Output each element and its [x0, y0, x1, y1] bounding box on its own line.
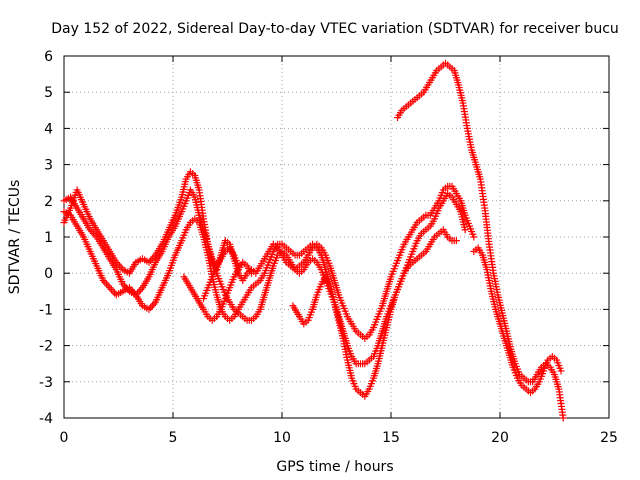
- data-points: [60, 59, 567, 422]
- y-tick-label: 4: [44, 121, 53, 137]
- y-tick-label: 3: [44, 158, 53, 174]
- axis-ticks: [63, 55, 610, 419]
- x-tick-label: 25: [600, 430, 618, 446]
- data-point-track-d: [247, 269, 255, 277]
- y-tick-label: 0: [44, 266, 53, 282]
- y-axis-label: SDTVAR / TECUs: [7, 180, 23, 295]
- x-tick-label: 10: [273, 430, 291, 446]
- data-point-track-c: [461, 226, 469, 234]
- x-tick-label: 15: [382, 430, 400, 446]
- y-tick-label: -3: [39, 375, 53, 391]
- x-tick-label: 0: [60, 430, 69, 446]
- data-point-track-h: [557, 367, 565, 375]
- y-tick-label: 1: [44, 230, 53, 246]
- y-tick-label: 6: [44, 49, 53, 65]
- x-tick-label: 20: [491, 430, 509, 446]
- data-point-track-b: [452, 237, 460, 245]
- data-point-track-a: [470, 233, 478, 241]
- data-point-track-e: [234, 262, 242, 270]
- y-tick-label: -4: [39, 411, 53, 427]
- x-tick-label: 5: [169, 430, 178, 446]
- y-tick-label: -1: [39, 302, 53, 318]
- y-tick-label: 5: [44, 85, 53, 101]
- chart-title: Day 152 of 2022, Sidereal Day-to-day VTE…: [51, 21, 619, 37]
- data-point-track-f: [343, 342, 351, 350]
- y-tick-label: 2: [44, 194, 53, 210]
- data-point-track-g: [559, 414, 567, 422]
- x-axis-label: GPS time / hours: [276, 459, 393, 475]
- y-tick-label: -2: [39, 339, 53, 355]
- tick-labels: 0 5 10 15 20 25 -4 -3 -2 -1 0 1 2 3 4 5 6: [39, 49, 618, 446]
